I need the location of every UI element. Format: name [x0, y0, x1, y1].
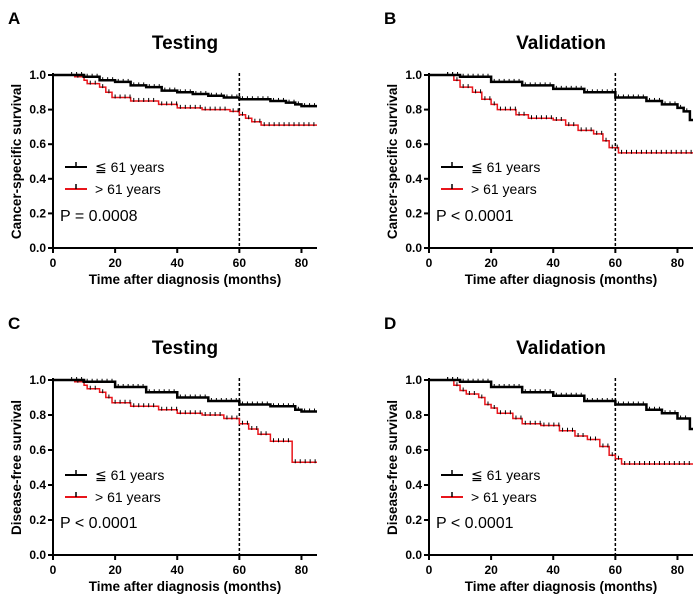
legend-label: > 61 years	[95, 489, 161, 505]
x-tick-label: 40	[171, 563, 185, 577]
y-tick-label: 0.2	[29, 206, 46, 220]
survival-curve-gt61	[429, 74, 693, 154]
y-axis-label: Disease-free survival	[9, 400, 24, 535]
x-tick-label: 0	[426, 563, 433, 577]
survival-curve-le61	[53, 378, 317, 413]
x-tick-label: 20	[484, 256, 498, 270]
y-tick-label: 0.0	[405, 548, 422, 562]
legend-label: ≦ 61 years	[471, 467, 540, 483]
y-tick-label: 0.8	[405, 103, 422, 117]
chart-title: Validation	[516, 338, 606, 359]
y-axis-label: Cancer-specific survival	[9, 84, 24, 239]
x-tick-label: 60	[609, 563, 623, 577]
y-tick-label: 0.6	[405, 443, 422, 457]
x-tick-label: 0	[50, 256, 57, 270]
legend-label: > 61 years	[471, 181, 537, 197]
y-tick-label: 0.4	[29, 172, 46, 186]
y-tick-label: 0.0	[405, 241, 422, 255]
y-tick-label: 1.0	[29, 68, 46, 82]
p-value: P < 0.0001	[436, 515, 514, 532]
y-tick-label: 0.2	[405, 513, 422, 527]
y-tick-label: 0.4	[405, 478, 422, 492]
panel-C: C Testing 0.0 0.2 0.4 0.6 0.8 1.0 0 20 40 60 80 Time …	[8, 314, 317, 594]
y-axis-label: Cancer-specific survival	[385, 84, 400, 239]
x-axis-label: Time after diagnosis (months)	[465, 579, 658, 594]
panel-label: A	[8, 9, 20, 28]
panel-A: A Testing 0.0 0.2 0.4 0.6 0.8 1.0 0 20 40 60 80 Time …	[8, 9, 317, 287]
legend-label: > 61 years	[471, 489, 537, 505]
y-axis-label: Disease-free survival	[385, 400, 400, 535]
y-tick-label: 0.4	[29, 478, 46, 492]
survival-curve-le61	[429, 378, 693, 431]
x-tick-label: 40	[547, 256, 561, 270]
legend-label: ≦ 61 years	[95, 159, 164, 175]
y-tick-label: 0.2	[405, 206, 422, 220]
x-tick-label: 60	[233, 563, 247, 577]
legend-label: > 61 years	[95, 181, 161, 197]
x-tick-label: 60	[609, 256, 623, 270]
survival-curve-gt61	[53, 74, 317, 126]
y-tick-label: 0.8	[29, 103, 46, 117]
chart-title: Validation	[516, 33, 606, 54]
x-tick-label: 40	[547, 563, 561, 577]
y-tick-label: 0.0	[29, 548, 46, 562]
survival-curve-le61	[429, 73, 693, 122]
x-tick-label: 80	[671, 256, 685, 270]
x-tick-label: 0	[50, 563, 57, 577]
panel-B: B Validation 0.0 0.2 0.4 0.6 0.8 1.0 0 20 40 60 80 Ti…	[384, 9, 693, 287]
x-axis-label: Time after diagnosis (months)	[89, 579, 282, 594]
y-tick-label: 1.0	[29, 373, 46, 387]
survival-curve-gt61	[53, 379, 317, 463]
panel-label: D	[384, 314, 396, 333]
panel-label: C	[8, 314, 20, 333]
p-value: P = 0.0008	[60, 208, 138, 225]
x-tick-label: 40	[171, 256, 185, 270]
y-tick-label: 0.8	[29, 408, 46, 422]
x-tick-label: 20	[484, 563, 498, 577]
y-tick-label: 0.4	[405, 172, 422, 186]
chart-title: Testing	[152, 338, 218, 359]
y-tick-label: 0.8	[405, 408, 422, 422]
legend-label: ≦ 61 years	[95, 467, 164, 483]
survival-curve-gt61	[429, 379, 693, 465]
x-tick-label: 0	[426, 256, 433, 270]
panel-D: D Validation 0.0 0.2 0.4 0.6 0.8 1.0 0 20 40 60 80 Ti…	[384, 314, 693, 594]
chart-title: Testing	[152, 33, 218, 54]
y-tick-label: 1.0	[405, 373, 422, 387]
panel-label: B	[384, 9, 396, 28]
x-axis-label: Time after diagnosis (months)	[465, 272, 658, 287]
x-axis-label: Time after diagnosis (months)	[89, 272, 282, 287]
p-value: P < 0.0001	[436, 208, 514, 225]
y-tick-label: 0.6	[405, 137, 422, 151]
y-tick-label: 1.0	[405, 68, 422, 82]
x-tick-label: 20	[108, 256, 122, 270]
x-tick-label: 80	[295, 563, 309, 577]
p-value: P < 0.0001	[60, 515, 138, 532]
legend-label: ≦ 61 years	[471, 159, 540, 175]
x-tick-label: 60	[233, 256, 247, 270]
y-tick-label: 0.0	[29, 241, 46, 255]
x-tick-label: 20	[108, 563, 122, 577]
y-tick-label: 0.6	[29, 443, 46, 457]
y-tick-label: 0.6	[29, 137, 46, 151]
y-tick-label: 0.2	[29, 513, 46, 527]
x-tick-label: 80	[671, 563, 685, 577]
x-tick-label: 80	[295, 256, 309, 270]
